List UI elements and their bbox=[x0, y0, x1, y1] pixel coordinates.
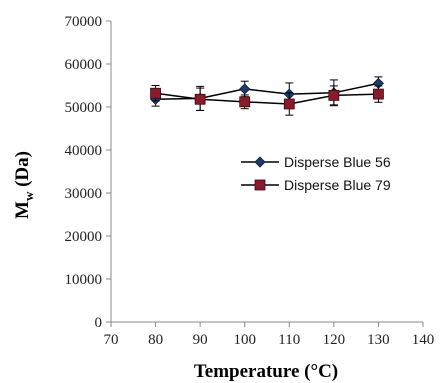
x-axis-title: Temperature (°C) bbox=[194, 361, 338, 382]
y-axis: 0 10000 20000 30000 40000 50000 60000 70000 bbox=[65, 14, 112, 331]
legend-marker-diamond-icon bbox=[254, 156, 266, 168]
data-point-square bbox=[373, 88, 384, 100]
y-tick-label: 40000 bbox=[65, 143, 103, 159]
y-tick-label: 0 bbox=[95, 315, 103, 331]
x-tick-label: 90 bbox=[193, 332, 208, 348]
data-point-square bbox=[150, 87, 161, 99]
series-line bbox=[155, 82, 379, 101]
y-axis-title: Mw (Da) bbox=[12, 151, 36, 219]
x-tick-label: 120 bbox=[323, 332, 346, 348]
y-axis-title-main: M bbox=[12, 201, 33, 219]
series-line bbox=[155, 92, 379, 105]
data-point-diamond bbox=[239, 83, 251, 95]
y-tick-label: 60000 bbox=[65, 57, 103, 73]
x-tick-label: 80 bbox=[148, 332, 163, 348]
series-disperse-blue-56 bbox=[150, 76, 384, 111]
data-point-square bbox=[283, 98, 295, 110]
y-axis-title-sub: w bbox=[21, 191, 36, 201]
data-point-square bbox=[328, 89, 340, 101]
x-tick-label: 100 bbox=[233, 332, 256, 348]
y-tick-label: 20000 bbox=[65, 229, 103, 245]
series-disperse-blue-79 bbox=[150, 85, 384, 116]
x-tick-label: 70 bbox=[104, 332, 119, 348]
legend-label-disperse-blue-56: Disperse Blue 56 bbox=[284, 154, 391, 170]
legend: Disperse Blue 56 Disperse Blue 79 bbox=[241, 154, 391, 193]
y-tick-label: 70000 bbox=[65, 14, 103, 30]
x-tick-label: 110 bbox=[278, 332, 300, 348]
x-tick-label: 130 bbox=[367, 332, 390, 348]
y-tick-label: 50000 bbox=[65, 100, 103, 116]
y-tick-label: 10000 bbox=[65, 272, 103, 288]
data-point-square bbox=[239, 96, 251, 108]
legend-item-disperse-blue-79: Disperse Blue 79 bbox=[241, 177, 391, 193]
x-tick-label: 140 bbox=[412, 332, 435, 348]
legend-item-disperse-blue-56: Disperse Blue 56 bbox=[241, 154, 391, 170]
x-axis: 70 80 90 100 110 120 130 140 bbox=[104, 321, 435, 348]
y-tick-label: 30000 bbox=[65, 186, 103, 202]
legend-marker-square-icon bbox=[254, 179, 266, 191]
legend-label-disperse-blue-79: Disperse Blue 79 bbox=[284, 177, 391, 193]
data-point-square bbox=[194, 93, 206, 105]
series-layer bbox=[150, 76, 384, 116]
y-axis-title-unit: (Da) bbox=[12, 151, 33, 192]
